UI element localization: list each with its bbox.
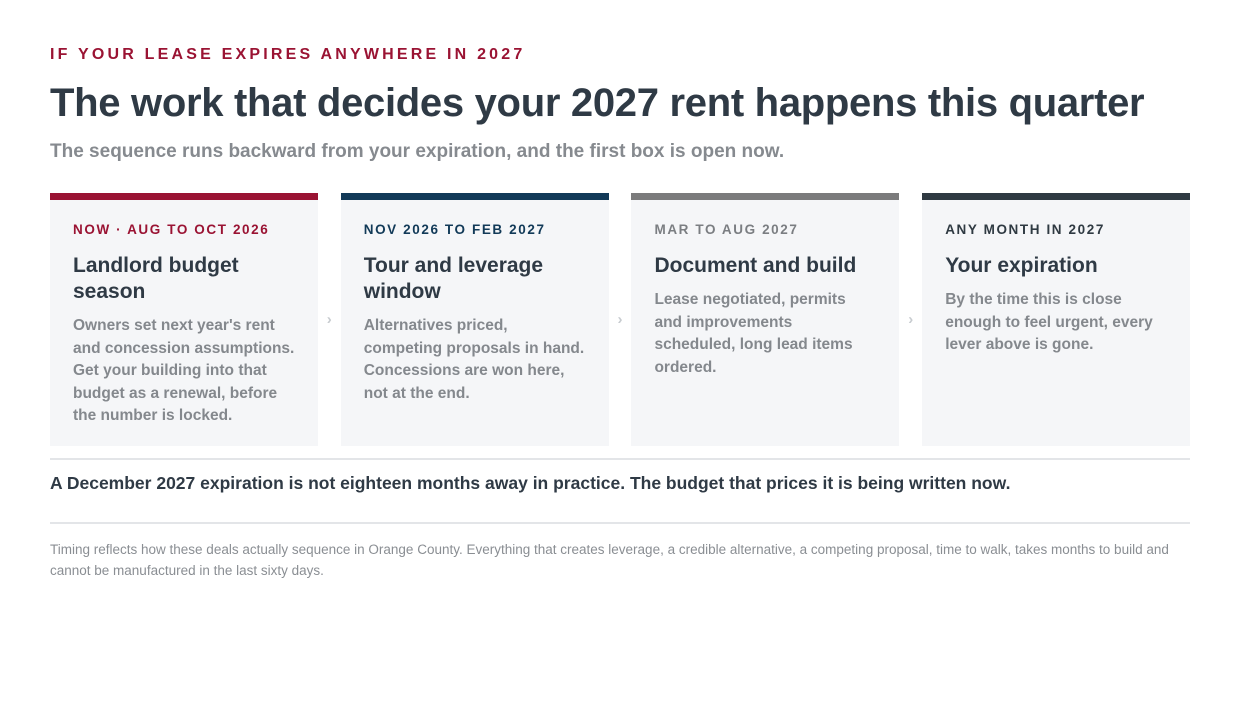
card-label: MAR TO AUG 2027: [654, 222, 799, 237]
divider: [50, 522, 1190, 524]
card-body: By the time this is close enough to feel…: [945, 291, 1153, 354]
chevron-right-icon: ›: [617, 311, 623, 328]
card-title: Document and build: [654, 254, 857, 277]
divider: [50, 458, 1190, 460]
footnote: Timing reflects how these deals actually…: [50, 542, 1169, 578]
page-subtitle: The sequence runs backward from your exp…: [50, 141, 785, 162]
eyebrow: IF YOUR LEASE EXPIRES ANYWHERE IN 2027: [50, 46, 526, 63]
chevron-right-icon: ›: [908, 311, 914, 328]
card-title: Your expiration: [945, 254, 1098, 277]
timeline-card-document-build: MAR TO AUG 2027 Document and build Lease…: [631, 193, 900, 446]
timeline-card-budget-season: NOW · AUG TO OCT 2026 Landlord budget se…: [50, 193, 318, 446]
card-label: NOW · AUG TO OCT 2026: [73, 222, 270, 237]
page-title: The work that decides your 2027 rent hap…: [50, 81, 1145, 125]
card-title: Landlord budget season: [73, 254, 239, 303]
card-body: Alternatives priced, competing proposals…: [363, 317, 585, 402]
card-label: ANY MONTH IN 2027: [945, 222, 1105, 237]
callout-text: A December 2027 expiration is not eighte…: [50, 473, 1011, 493]
timeline-card-expiration: ANY MONTH IN 2027 Your expiration By the…: [922, 193, 1190, 446]
chevron-right-icon: ›: [326, 311, 332, 328]
card-label: NOV 2026 TO FEB 2027: [363, 222, 546, 237]
card-body: Owners set next year's rent and concessi…: [73, 317, 295, 425]
card-body: Lease negotiated, permits and improvemen…: [654, 291, 853, 376]
card-title: Tour and leverage window: [363, 254, 544, 303]
timeline-card-leverage-window: NOV 2026 TO FEB 2027 Tour and leverage w…: [340, 193, 609, 446]
timeline-cards: NOW · AUG TO OCT 2026 Landlord budget se…: [50, 193, 1190, 446]
